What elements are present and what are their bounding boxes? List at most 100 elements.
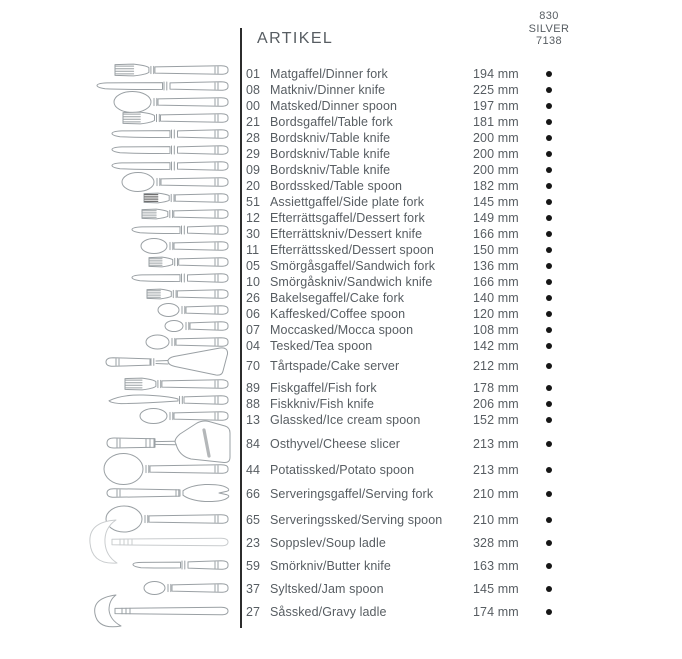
article-size: 182 mm [473, 179, 519, 193]
article-number: 44 [246, 463, 261, 477]
article-name: Moccasked/Mocca spoon [270, 323, 414, 337]
availability-dot [546, 385, 552, 391]
article-row: 28 Bordskniv/Table knife 200 mm [244, 130, 680, 146]
article-name: Bordssked/Table spoon [270, 179, 403, 193]
article-name: Bordskniv/Table knife [270, 147, 391, 161]
article-row: 70 Tårtspade/Cake server 212 mm [244, 358, 680, 374]
article-size: 145 mm [473, 195, 519, 209]
article-row: 23 Soppslev/Soup ladle 328 mm [244, 535, 680, 551]
article-size: 136 mm [473, 259, 519, 273]
article-size: 212 mm [473, 359, 519, 373]
article-size: 181 mm [473, 115, 519, 129]
availability-dot [546, 119, 552, 125]
article-row: 08 Matkniv/Dinner knife 225 mm [244, 82, 680, 98]
column-header-line-1: 830 [539, 10, 559, 22]
availability-dot [546, 167, 552, 173]
article-name: Bordskniv/Table knife [270, 163, 391, 177]
article-name: Glassked/Ice cream spoon [270, 413, 421, 427]
availability-dot [546, 441, 552, 447]
article-row: 10 Smörgåskniv/Sandwich knife 166 mm [244, 274, 680, 290]
article-size: 200 mm [473, 131, 519, 145]
article-number: 11 [246, 243, 260, 257]
article-row: 09 Bordskniv/Table knife 200 mm [244, 162, 680, 178]
article-number: 37 [246, 582, 261, 596]
availability-dot [546, 183, 552, 189]
article-number: 13 [246, 413, 261, 427]
article-number: 29 [246, 147, 261, 161]
column-header-line-3: 7138 [535, 35, 563, 47]
article-row: 51 Assiettgaffel/Side plate fork 145 mm [244, 194, 680, 210]
article-number: 65 [246, 513, 261, 527]
article-row: 11 Efterrättssked/Dessert spoon 150 mm [244, 242, 680, 258]
article-name: Serveringsgaffel/Serving fork [270, 487, 434, 501]
article-name: Fiskgaffel/Fish fork [270, 381, 377, 395]
article-name: Assiettgaffel/Side plate fork [270, 195, 425, 209]
article-row: 29 Bordskniv/Table knife 200 mm [244, 146, 680, 162]
article-size: 120 mm [473, 307, 519, 321]
article-name: Osthyvel/Cheese slicer [270, 437, 401, 451]
article-size: 145 mm [473, 582, 519, 596]
article-size: 200 mm [473, 163, 519, 177]
article-number: 23 [246, 536, 261, 550]
article-size: 200 mm [473, 147, 519, 161]
article-row: 13 Glassked/Ice cream spoon 152 mm [244, 412, 680, 428]
article-size: 194 mm [473, 67, 519, 81]
cutlery-illustrations [89, 63, 231, 628]
article-name: Såssked/Gravy ladle [270, 605, 387, 619]
availability-dot [546, 231, 552, 237]
article-size: 152 mm [473, 413, 519, 427]
article-number: 08 [246, 83, 261, 97]
availability-dot [546, 263, 552, 269]
availability-dot [546, 87, 552, 93]
article-number: 09 [246, 163, 261, 177]
article-size: 150 mm [473, 243, 519, 257]
article-row: 37 Syltsked/Jam spoon 145 mm [244, 581, 680, 597]
article-row: 05 Smörgåsgaffel/Sandwich fork 136 mm [244, 258, 680, 274]
article-name: Kaffesked/Coffee spoon [270, 307, 406, 321]
availability-dot [546, 199, 552, 205]
article-name: Smörgåsgaffel/Sandwich fork [270, 259, 436, 273]
article-number: 88 [246, 397, 261, 411]
article-size: 197 mm [473, 99, 519, 113]
article-name: Bordsgaffel/Table fork [270, 115, 393, 129]
article-size: 210 mm [473, 487, 519, 501]
article-size: 225 mm [473, 83, 519, 97]
article-size: 213 mm [473, 437, 519, 451]
availability-dot [546, 401, 552, 407]
article-size: 174 mm [473, 605, 519, 619]
availability-dot [546, 540, 552, 546]
article-row: 00 Matsked/Dinner spoon 197 mm [244, 98, 680, 114]
article-number: 84 [246, 437, 261, 451]
availability-dot [546, 609, 552, 615]
article-size: 163 mm [473, 559, 519, 573]
article-size: 142 mm [473, 339, 519, 353]
article-number: 66 [246, 487, 261, 501]
article-name: Fiskkniv/Fish knife [270, 397, 375, 411]
article-name: Efterrättsgaffel/Dessert fork [270, 211, 425, 225]
article-size: 149 mm [473, 211, 519, 225]
article-size: 178 mm [473, 381, 519, 395]
article-size: 140 mm [473, 291, 519, 305]
availability-dot [546, 135, 552, 141]
article-size: 213 mm [473, 463, 519, 477]
availability-dot [546, 517, 552, 523]
availability-dot [546, 215, 552, 221]
article-row: 65 Serveringssked/Serving spoon 210 mm [244, 512, 680, 528]
article-number: 51 [246, 195, 261, 209]
article-number: 07 [246, 323, 261, 337]
article-row: 12 Efterrättsgaffel/Dessert fork 149 mm [244, 210, 680, 226]
article-name: Serveringssked/Serving spoon [270, 513, 443, 527]
article-name: Efterrättskniv/Dessert knife [270, 227, 423, 241]
article-size: 210 mm [473, 513, 519, 527]
article-name: Syltsked/Jam spoon [270, 582, 384, 596]
article-number: 21 [246, 115, 261, 129]
article-row: 88 Fiskkniv/Fish knife 206 mm [244, 396, 680, 412]
article-row: 04 Tesked/Tea spoon 142 mm [244, 338, 680, 354]
availability-dot [546, 103, 552, 109]
availability-dot [546, 311, 552, 317]
availability-dot [546, 343, 552, 349]
column-header-830-silver-7138: 830 SILVER 7138 [509, 10, 589, 48]
availability-dot [546, 295, 552, 301]
article-name: Tesked/Tea spoon [270, 339, 373, 353]
